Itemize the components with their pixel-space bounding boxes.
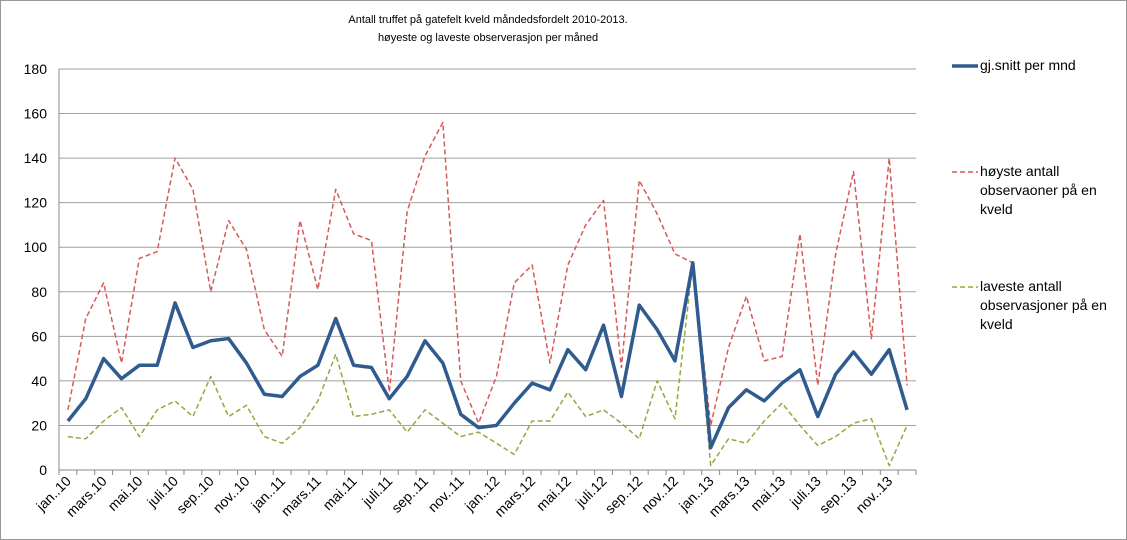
legend-label: gj.snitt per mnd: [980, 57, 1076, 73]
y-tick-label: 180: [24, 61, 48, 77]
y-tick-label: 0: [39, 462, 47, 478]
chart-subtitle: høyeste og laveste observerasjon per mån…: [378, 32, 598, 44]
chart-title: Antall truffet på gatefelt kveld måndeds…: [348, 14, 627, 26]
y-tick-label: 60: [31, 328, 47, 344]
y-tick-label: 80: [31, 284, 47, 300]
y-tick-label: 40: [31, 373, 47, 389]
legend-label: høyste antall observaoner på en kveld: [980, 163, 1097, 217]
series-line: [67, 262, 908, 467]
y-tick-label: 120: [24, 195, 48, 211]
y-tick-label: 20: [31, 417, 47, 433]
series-line: [67, 121, 908, 427]
y-tick-label: 140: [24, 150, 48, 166]
y-tick-label: 100: [24, 239, 48, 255]
legend-label: laveste antall observasjoner på en kveld: [980, 278, 1107, 332]
y-tick-label: 160: [24, 106, 48, 122]
series-line: [66, 261, 909, 450]
